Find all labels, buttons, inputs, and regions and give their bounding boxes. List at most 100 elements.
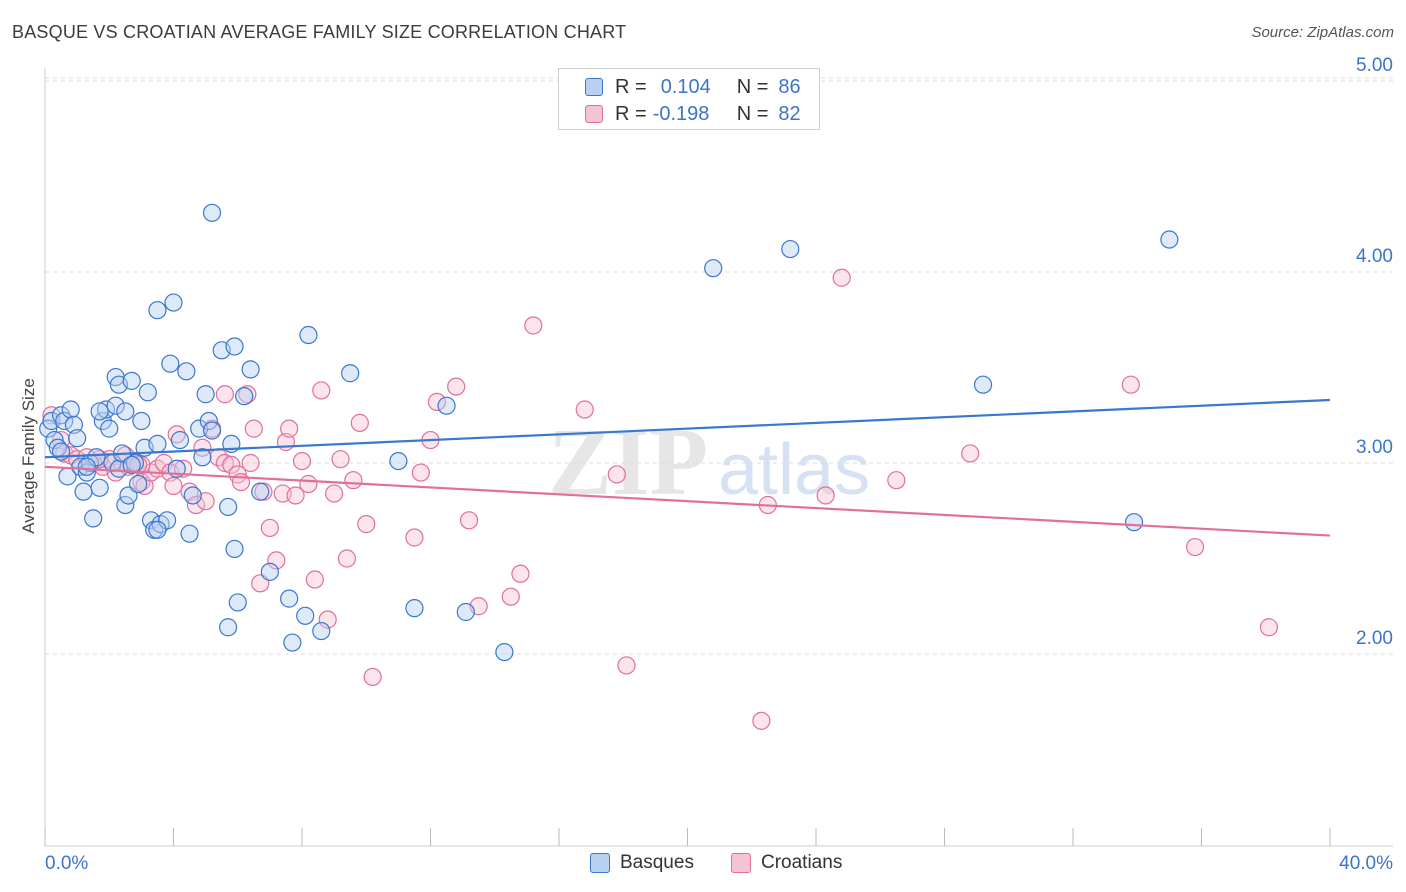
basque-point xyxy=(283,633,302,652)
y-tick-label: 2.00 xyxy=(1356,628,1393,649)
y-tick-label: 3.00 xyxy=(1356,437,1393,458)
croatians-swatch xyxy=(585,105,603,123)
basques-legend-label: Basques xyxy=(620,852,694,873)
croatian-point xyxy=(238,385,257,404)
r-label: R = xyxy=(615,102,647,125)
croatian-point xyxy=(405,528,424,547)
legend-row-basques: R = 0.104 N = 86 xyxy=(585,75,801,99)
basque-point xyxy=(177,362,196,381)
croatian-point xyxy=(575,400,594,419)
croatian-point xyxy=(427,392,447,411)
croatian-point xyxy=(337,549,357,568)
stats-legend: R = 0.104 N = 86 R = -0.198 N = 82 xyxy=(558,68,820,130)
y-tick-label: 4.00 xyxy=(1356,246,1393,267)
basque-point xyxy=(1124,513,1144,532)
basque-point xyxy=(100,419,119,438)
basque-point xyxy=(219,618,238,637)
y-axis-label: Average Family Size xyxy=(19,378,38,534)
basque-point xyxy=(96,400,116,419)
basque-point xyxy=(193,448,212,467)
croatian-point xyxy=(280,419,299,438)
basque-point xyxy=(1160,230,1179,249)
basque-point xyxy=(299,325,318,345)
croatian-point xyxy=(961,444,980,463)
basque-point xyxy=(389,451,408,471)
basque-point xyxy=(202,421,222,440)
basque-point xyxy=(55,411,74,431)
basque-point xyxy=(405,599,424,618)
croatian-point xyxy=(164,476,183,496)
basque-point xyxy=(148,520,167,539)
watermark-atlas: atlas xyxy=(718,430,870,510)
croatian-point xyxy=(292,451,312,471)
basque-point xyxy=(225,337,244,356)
basque-point xyxy=(164,293,183,312)
basque-point xyxy=(241,360,260,379)
croatian-point xyxy=(244,419,263,438)
basque-point xyxy=(781,239,800,259)
basque-point xyxy=(87,448,106,467)
croatian-point xyxy=(215,385,234,404)
croatian-point xyxy=(215,453,234,473)
croatian-point xyxy=(816,486,835,505)
croatian-point xyxy=(617,656,636,675)
basque-point xyxy=(42,411,61,431)
basque-point xyxy=(161,354,180,373)
croatian-point xyxy=(350,413,369,432)
croatian-point xyxy=(1259,618,1279,637)
basque-point xyxy=(228,593,247,612)
croatian-point xyxy=(286,486,305,505)
croatian-point xyxy=(222,455,241,475)
x-tick-label-max: 40.0% xyxy=(1339,853,1393,874)
croatian-point xyxy=(363,667,382,687)
basque-point xyxy=(199,411,218,431)
croatian-point xyxy=(501,587,520,606)
n-label: N = xyxy=(736,75,769,98)
croatian-trend-line xyxy=(44,465,1331,537)
croatian-point xyxy=(887,471,906,490)
basque-point xyxy=(157,511,177,530)
x-tick-label-min: 0.0% xyxy=(45,853,88,874)
basque-point xyxy=(116,402,135,421)
basque-point xyxy=(202,203,222,222)
croatian-point xyxy=(241,453,260,473)
source-label: Source: ZipAtlas.com xyxy=(1251,24,1394,41)
r-value-basques: 0.104 xyxy=(660,75,711,98)
basque-point xyxy=(61,400,80,419)
basque-point xyxy=(148,301,167,320)
basque-point xyxy=(296,606,315,625)
basque-point xyxy=(138,383,157,402)
croatian-point xyxy=(318,610,337,629)
basque-point xyxy=(90,478,109,497)
croatian-point xyxy=(299,474,318,494)
basque-point xyxy=(180,524,199,543)
basque-point xyxy=(116,495,135,515)
croatian-point xyxy=(305,570,324,589)
basque-point xyxy=(341,364,360,383)
croatians-legend-swatch xyxy=(731,853,751,873)
croatian-point xyxy=(331,450,350,469)
basques-swatch xyxy=(585,78,603,96)
croatian-point xyxy=(459,511,479,530)
basque-point xyxy=(106,396,125,415)
basque-point xyxy=(973,375,993,394)
basque-point xyxy=(148,434,167,453)
basque-point xyxy=(68,429,87,448)
basque-point xyxy=(74,482,93,501)
croatian-point xyxy=(1185,537,1205,557)
basques-legend-swatch xyxy=(590,853,610,873)
legend-row-croatians: R = -0.198 N = 82 xyxy=(585,102,801,126)
croatian-point xyxy=(447,377,466,396)
basque-trend-line xyxy=(44,398,1331,459)
basque-point xyxy=(704,259,723,278)
croatian-point xyxy=(511,564,530,583)
basque-point xyxy=(251,482,270,501)
croatian-point xyxy=(325,484,344,503)
bottom-legend-basques: Basques xyxy=(590,852,694,874)
croatian-point xyxy=(357,515,376,534)
basque-point xyxy=(90,402,109,421)
basque-point xyxy=(219,497,238,517)
croatian-point xyxy=(411,463,430,482)
n-value-croatians: 82 xyxy=(778,102,801,125)
